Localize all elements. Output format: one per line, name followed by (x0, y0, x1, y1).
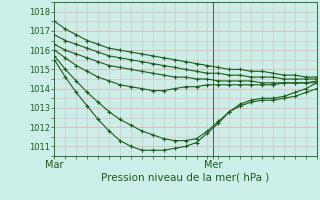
X-axis label: Pression niveau de la mer( hPa ): Pression niveau de la mer( hPa ) (101, 173, 270, 183)
